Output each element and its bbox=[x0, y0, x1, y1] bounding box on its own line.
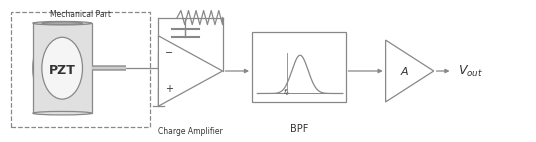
Text: PZT: PZT bbox=[49, 64, 76, 78]
Ellipse shape bbox=[33, 23, 92, 113]
Ellipse shape bbox=[42, 37, 83, 99]
Polygon shape bbox=[159, 36, 222, 106]
Text: Mechanical Part: Mechanical Part bbox=[50, 10, 111, 19]
Text: −: − bbox=[165, 48, 173, 58]
Text: $f_c$: $f_c$ bbox=[283, 87, 291, 98]
Text: Charge Amplifier: Charge Amplifier bbox=[158, 127, 223, 136]
Text: +: + bbox=[165, 84, 173, 94]
Ellipse shape bbox=[33, 21, 92, 25]
FancyBboxPatch shape bbox=[33, 23, 92, 113]
Polygon shape bbox=[385, 40, 434, 102]
Text: BPF: BPF bbox=[290, 124, 308, 134]
FancyBboxPatch shape bbox=[252, 32, 346, 102]
Text: $A$: $A$ bbox=[400, 65, 409, 77]
Ellipse shape bbox=[42, 22, 83, 24]
Ellipse shape bbox=[33, 111, 92, 115]
Text: $V_{out}$: $V_{out}$ bbox=[458, 63, 483, 79]
